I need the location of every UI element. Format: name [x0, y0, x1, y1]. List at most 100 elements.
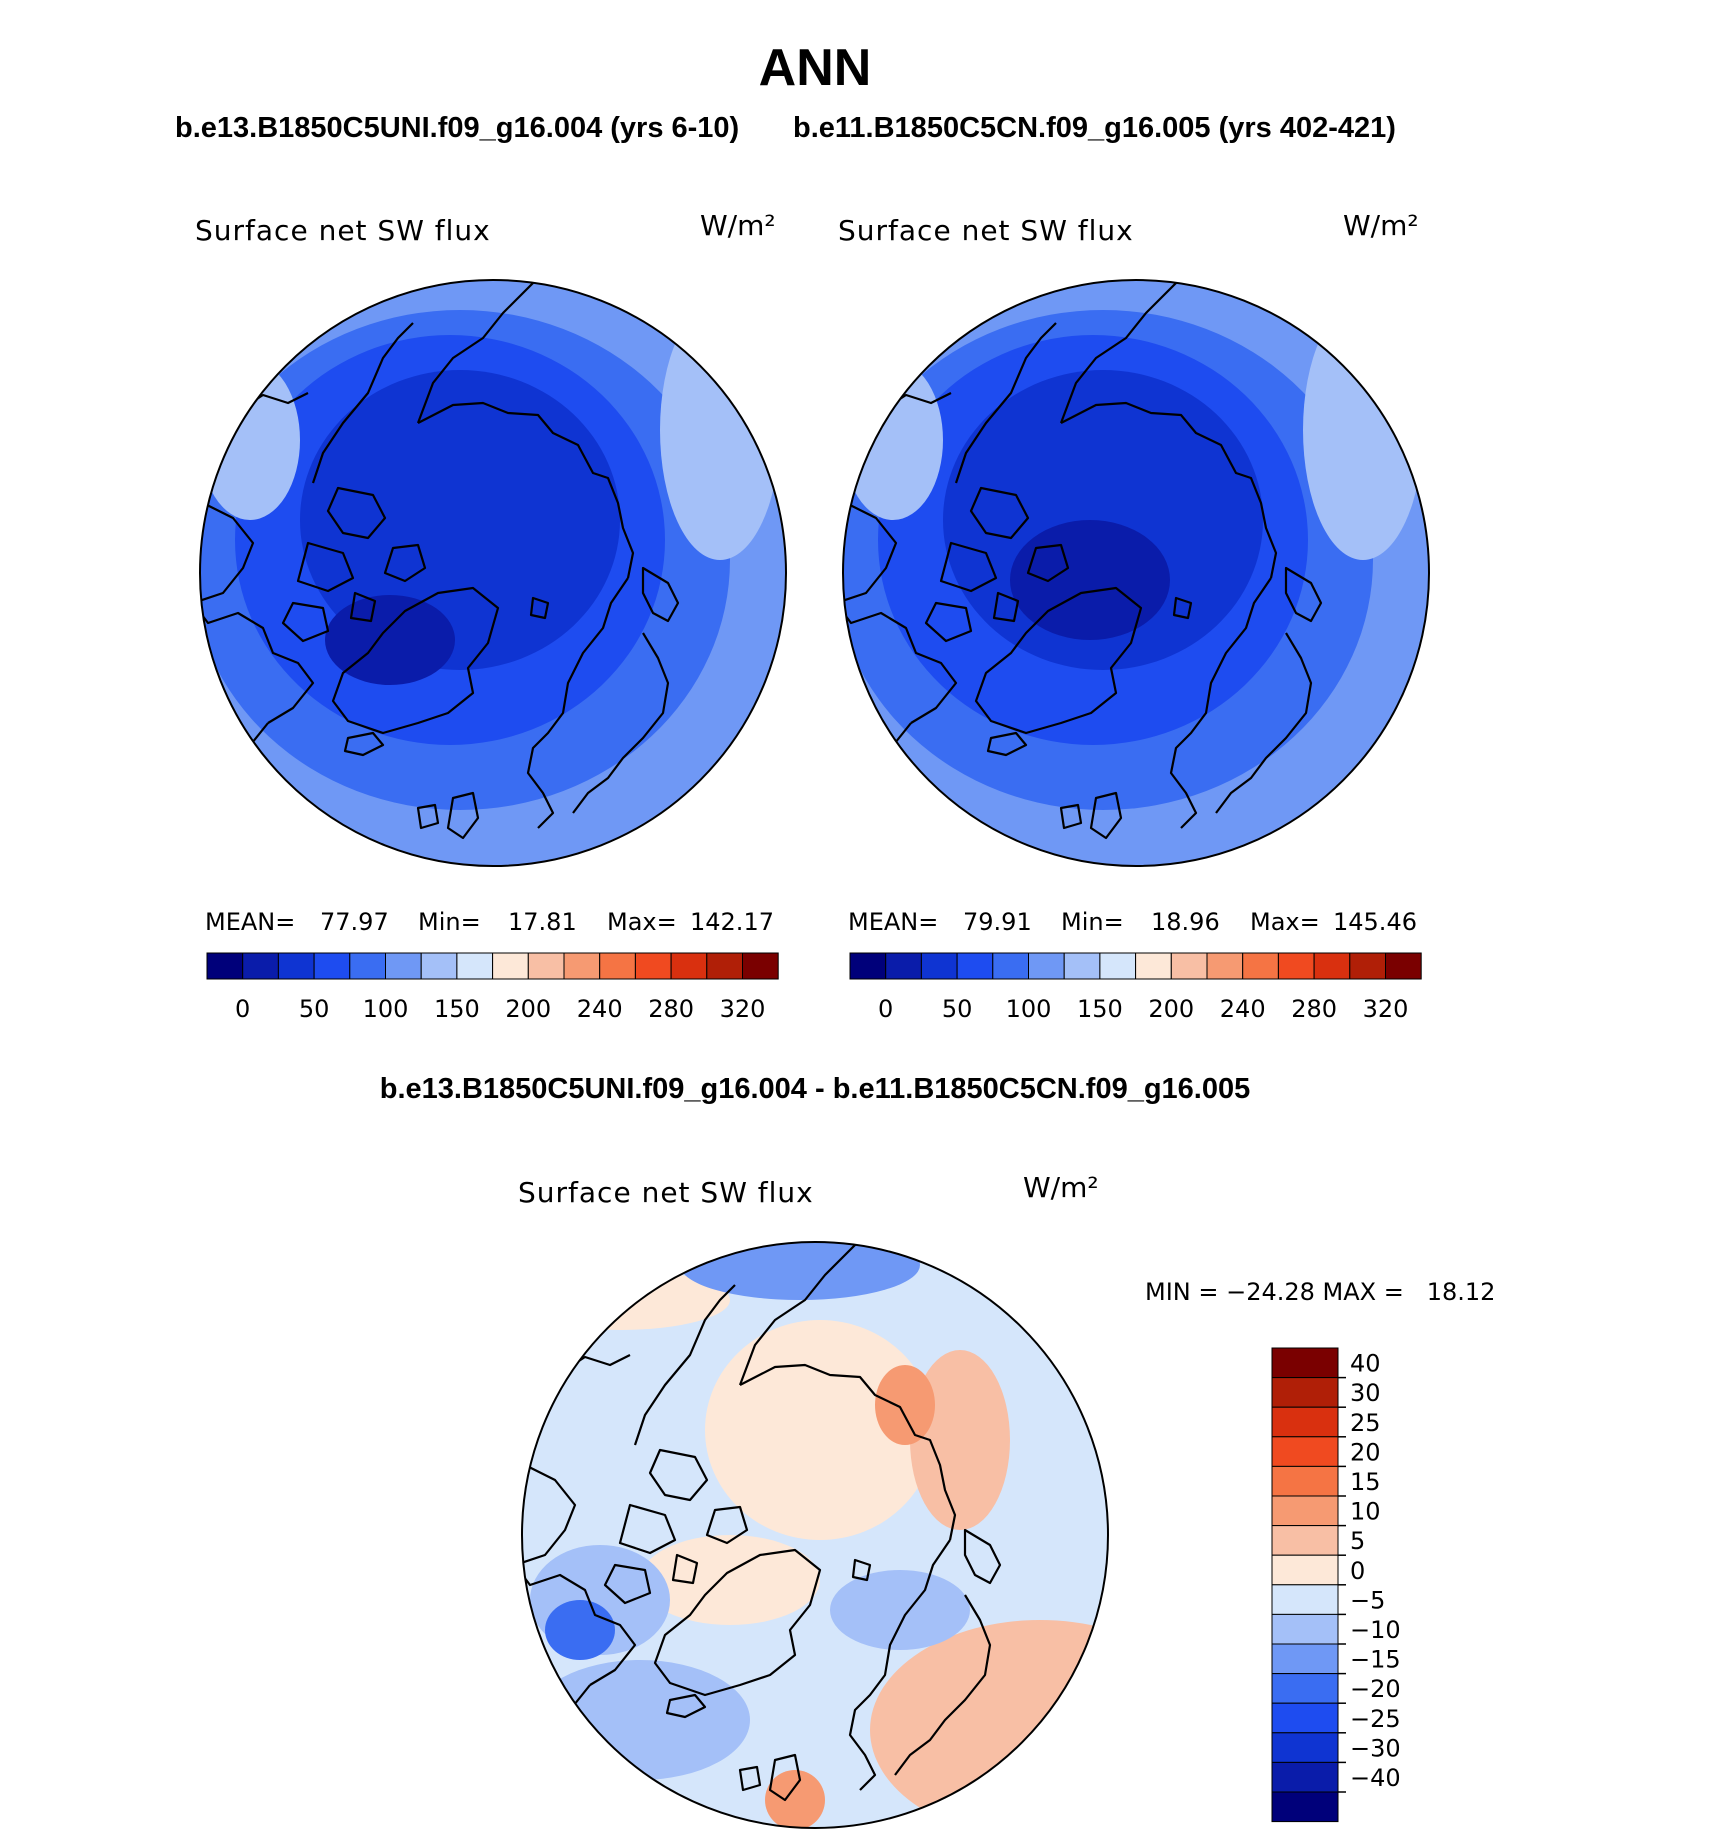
panel-difference: Surface net SW flux W/m² MIN = −24.28 MA… [518, 1171, 1495, 1829]
panel-left-colorbar-swatch [634, 952, 672, 980]
panel-right-colorbar-swatch [1206, 952, 1244, 980]
difference-colorbar-swatch [1271, 1732, 1339, 1763]
panel-left-map [200, 280, 786, 866]
difference-colorbar-label: −25 [1350, 1705, 1401, 1733]
difference-colorbar-label: 0 [1350, 1557, 1365, 1585]
panel-right-variable: Surface net SW flux [838, 214, 1134, 247]
panel-left-colorbar-swatch [385, 952, 422, 980]
difference-stats: MIN = −24.28 MAX = 18.12 [1145, 1278, 1495, 1306]
difference-colorbar-label: −40 [1350, 1764, 1401, 1792]
panel-left-colorbar-label: 320 [720, 995, 766, 1023]
panel-left-colorbar-label: 100 [363, 995, 409, 1023]
panel-right-colorbar-swatch [1099, 952, 1137, 980]
figure-title: ANN [759, 39, 872, 97]
panel-right: Surface net SW flux W/m² MEAN= 79.91 Min… [838, 209, 1430, 1023]
panel-left-colorbar-swatch [313, 952, 351, 980]
panel-right-colorbar-label: 100 [1006, 995, 1052, 1023]
panel-right-colorbar-swatch [920, 952, 958, 980]
panel-left-units: W/m² [700, 209, 776, 242]
panel-left-case-title: b.e13.B1850C5UNI.f09_g16.004 (yrs 6-10) [175, 112, 739, 144]
panel-left-colorbar-swatch [742, 952, 779, 980]
panel-right-colorbar-swatch [1170, 952, 1208, 980]
difference-colorbar-label: −30 [1350, 1734, 1401, 1762]
panel-right-colorbar-swatch [1135, 952, 1172, 980]
panel-right-colorbar-swatch [1063, 952, 1101, 980]
panel-right-max: 145.46 [1333, 908, 1417, 936]
panel-right-colorbar-label: 150 [1077, 995, 1123, 1023]
difference-colorbar-label: 25 [1350, 1409, 1381, 1437]
panel-left-colorbar-swatch [242, 952, 279, 980]
difference-colorbar-swatch [1271, 1525, 1339, 1556]
panel-left-colorbar-swatch [349, 952, 386, 980]
difference-colorbar-label: −20 [1350, 1675, 1401, 1703]
panel-left-colorbar-swatch [456, 952, 494, 980]
panel-right-colorbar-label: 200 [1148, 995, 1194, 1023]
panel-left-mean-label: MEAN= [205, 908, 295, 936]
panel-right-map-border [842, 279, 1430, 867]
panel-right-colorbar-swatch [956, 952, 994, 980]
panel-left-colorbar-swatch [706, 952, 743, 980]
panel-right-colorbar-label: 50 [942, 995, 973, 1023]
panel-left-colorbar-swatch [206, 952, 244, 980]
panel-right-colorbar-swatch [1385, 952, 1422, 980]
difference-colorbar-swatch [1271, 1702, 1339, 1734]
panel-left-colorbar-label: 200 [505, 995, 551, 1023]
difference-colorbar-label: 20 [1350, 1438, 1381, 1466]
panel-right-case-title: b.e11.B1850C5CN.f09_g16.005 (yrs 402-421… [793, 112, 1396, 144]
panel-right-colorbar-label: 280 [1291, 995, 1337, 1023]
panel-left-variable: Surface net SW flux [195, 214, 491, 247]
panel-left-mean: 77.97 [320, 908, 389, 936]
difference-colorbar-label: −15 [1350, 1646, 1401, 1674]
difference-units: W/m² [1023, 1171, 1099, 1204]
panel-right-colorbar-swatch [1028, 952, 1065, 980]
difference-colorbar-swatch [1271, 1406, 1339, 1438]
panel-left-map-border [199, 279, 787, 867]
panel-left-max: 142.17 [690, 908, 774, 936]
panel-right-colorbar-label: 320 [1363, 995, 1409, 1023]
panel-right-colorbar-swatch [849, 952, 887, 980]
panel-left-colorbar-label: 0 [235, 995, 250, 1023]
difference-colorbar-swatch [1271, 1465, 1339, 1497]
difference-colorbar-label: 30 [1350, 1379, 1381, 1407]
difference-colorbar-swatch [1271, 1584, 1339, 1615]
panel-left-colorbar-swatch [527, 952, 565, 980]
difference-colorbar-label: −5 [1350, 1586, 1385, 1614]
difference-colorbar-swatch [1271, 1613, 1339, 1645]
panel-right-map [843, 280, 1429, 866]
difference-colorbar-swatch [1271, 1791, 1339, 1823]
difference-colorbar-label: 5 [1350, 1527, 1365, 1555]
difference-colorbar-swatch [1271, 1347, 1339, 1379]
panel-left-colorbar-label: 280 [648, 995, 694, 1023]
panel-left-colorbar: 0 50 100 150 200 240 280 320 [206, 952, 779, 1023]
panel-left-colorbar-swatch [563, 952, 601, 980]
panel-left-min: 17.81 [508, 908, 577, 936]
panel-right-min-label: Min= [1061, 908, 1124, 936]
panel-left-colorbar-label: 50 [299, 995, 330, 1023]
panel-left-min-label: Min= [418, 908, 481, 936]
panel-right-units: W/m² [1343, 209, 1419, 242]
panel-right-colorbar-swatch [1242, 952, 1279, 980]
difference-colorbar-swatch [1271, 1761, 1339, 1793]
panel-right-colorbar-swatch [1277, 952, 1315, 980]
panel-left-colorbar-swatch [277, 952, 315, 980]
difference-colorbar-swatch [1271, 1377, 1339, 1408]
panel-left-colorbar-label: 150 [434, 995, 480, 1023]
difference-colorbar-label: 15 [1350, 1468, 1381, 1496]
difference-title: b.e13.B1850C5UNI.f09_g16.004 - b.e11.B18… [380, 1073, 1251, 1105]
panel-right-colorbar-swatch [992, 952, 1029, 980]
panel-right-max-label: Max= [1250, 908, 1320, 936]
panel-left-max-label: Max= [607, 908, 677, 936]
panel-right-min: 18.96 [1151, 908, 1220, 936]
difference-colorbar-label: 10 [1350, 1498, 1381, 1526]
difference-colorbar-swatch [1271, 1436, 1339, 1467]
panel-right-colorbar-label: 0 [878, 995, 893, 1023]
panel-left-colorbar-swatch [420, 952, 458, 980]
difference-colorbar-label: 40 [1350, 1350, 1381, 1378]
panel-right-colorbar-label: 240 [1220, 995, 1266, 1023]
panel-left-colorbar-label: 240 [577, 995, 623, 1023]
difference-colorbar-swatch [1271, 1554, 1339, 1586]
panel-right-colorbar: 0 50 100 150 200 240 280 320 [849, 952, 1422, 1023]
difference-colorbar-swatch [1271, 1673, 1339, 1704]
